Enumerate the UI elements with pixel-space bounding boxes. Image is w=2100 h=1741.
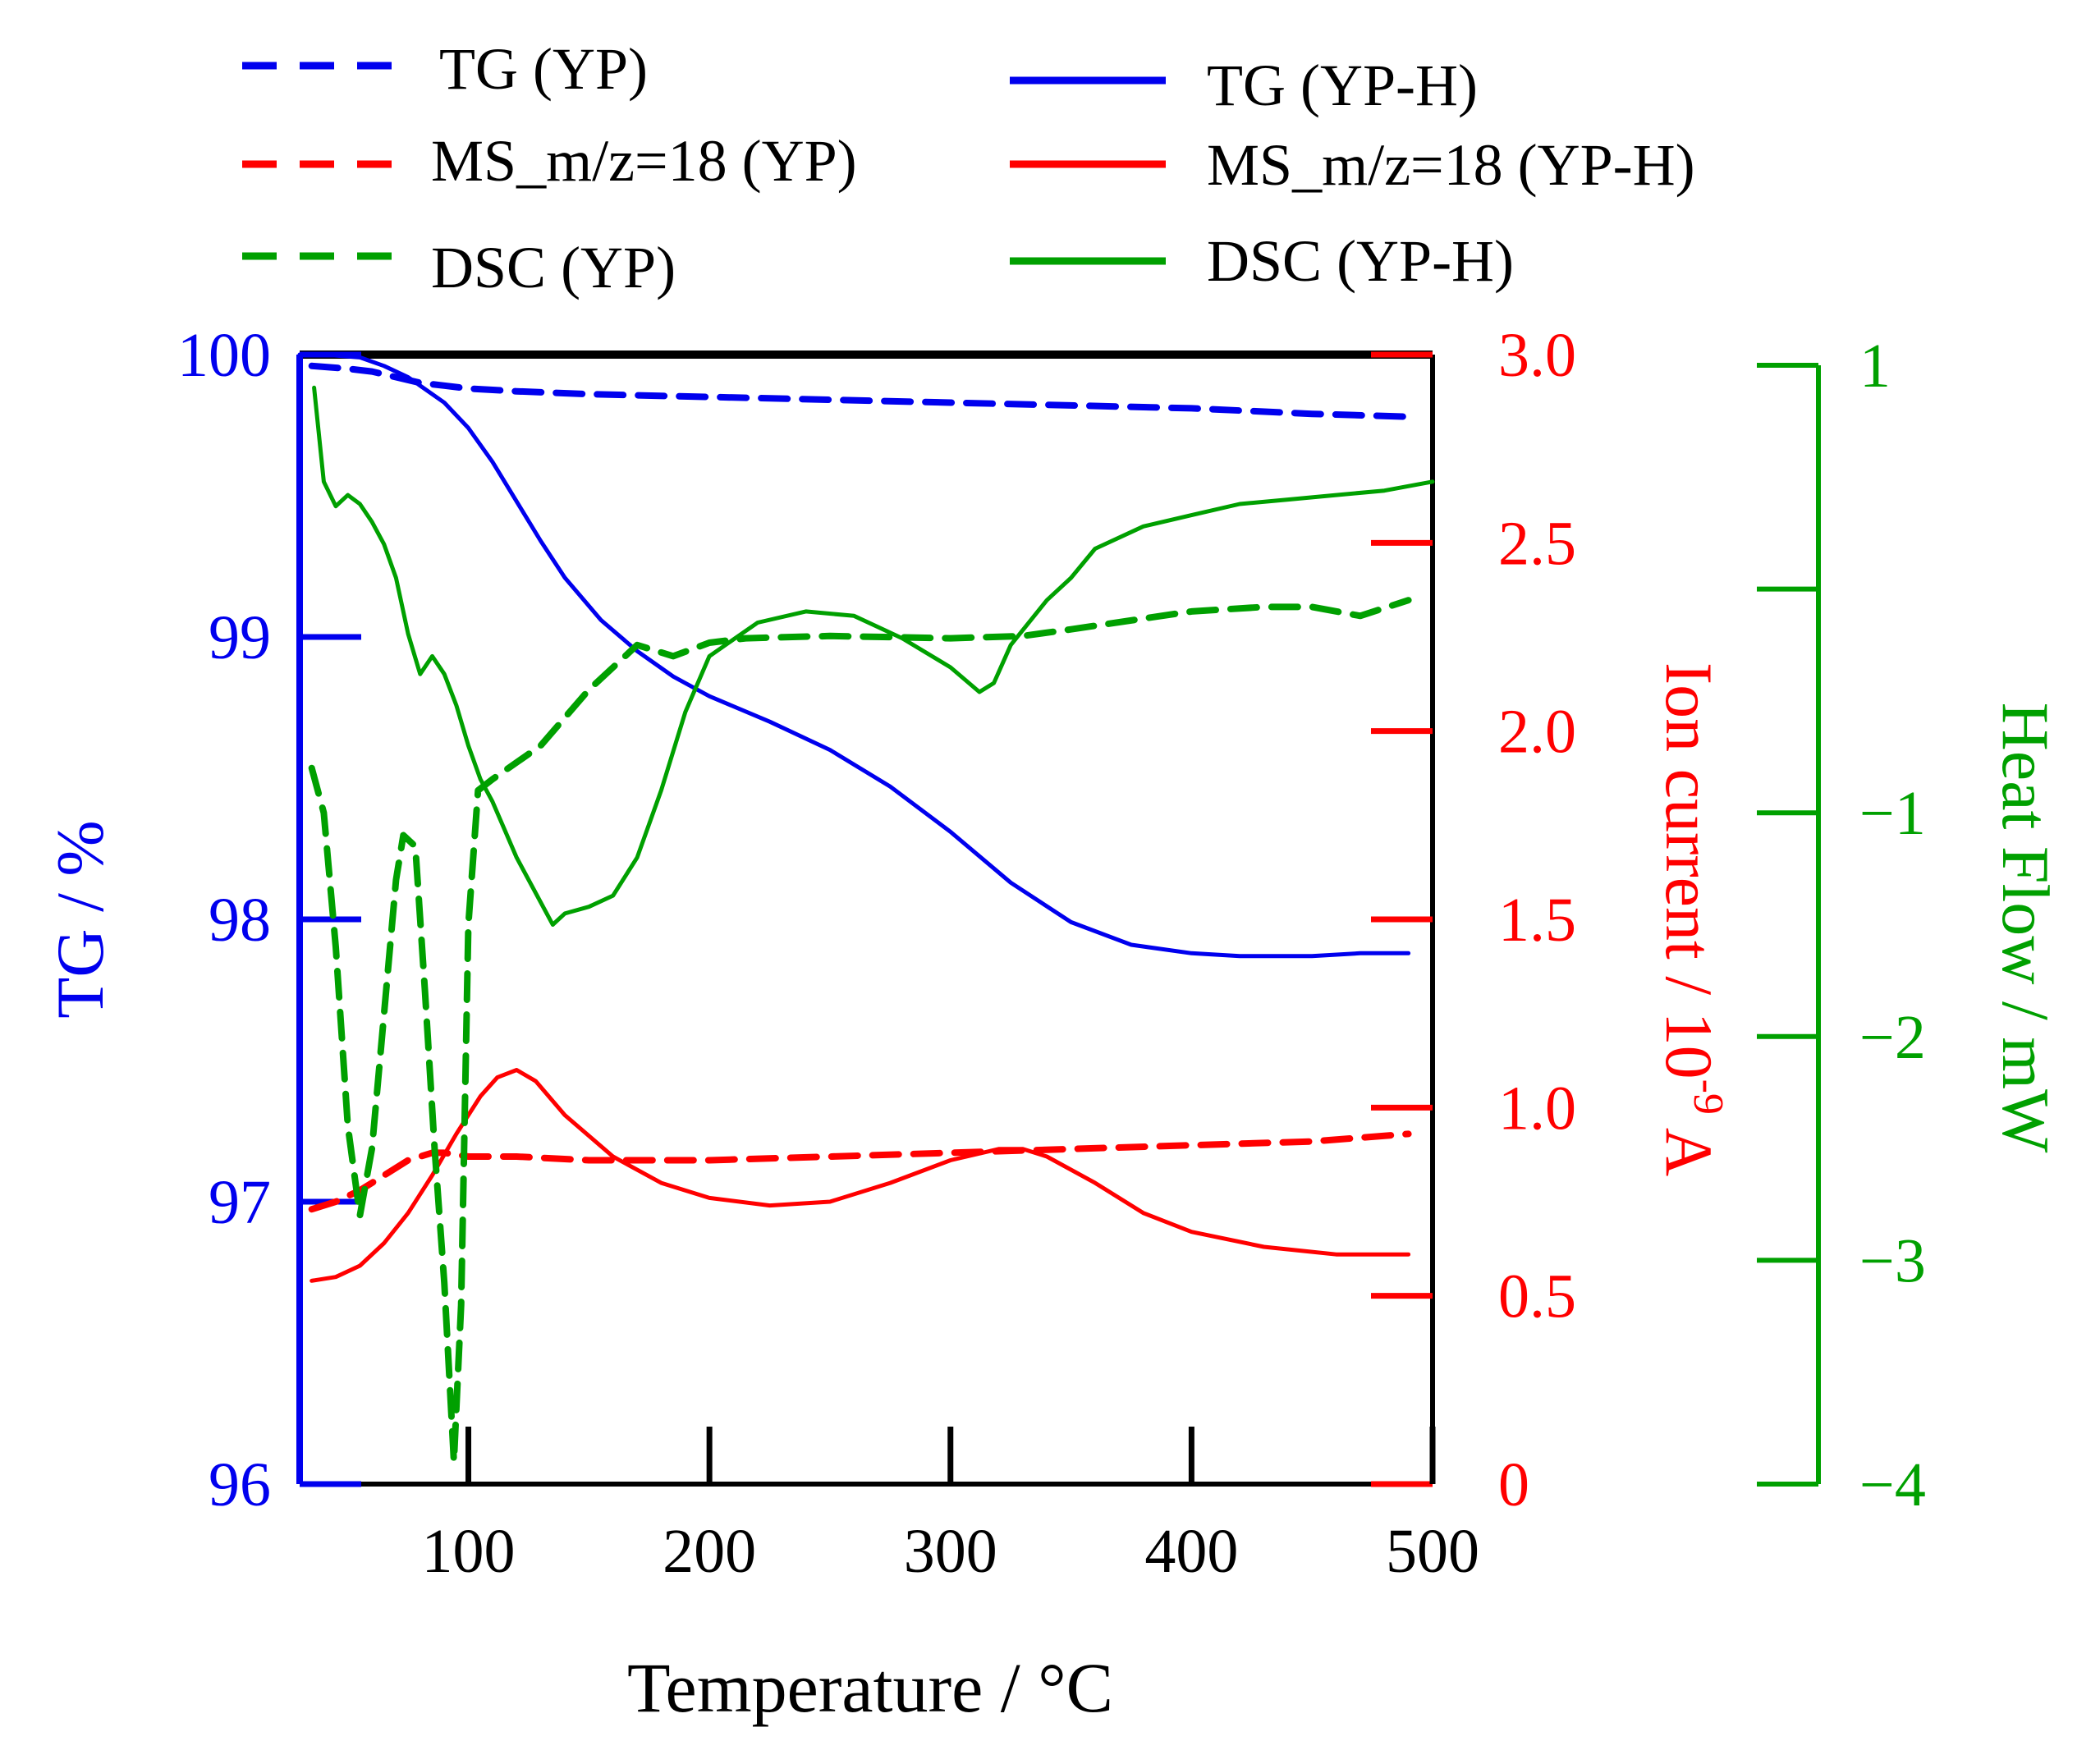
legend: TG (YP) TG (YP-H) MS_m/z=18 (YP) MS_m/z=… bbox=[242, 36, 1695, 300]
series-dsc-yph bbox=[312, 385, 1435, 927]
right-tick-label-2.0: 2.0 bbox=[1498, 698, 1576, 767]
series-tg-yph bbox=[297, 352, 1411, 959]
right-axis: 0 0.5 1.0 1.5 2.0 2.5 3.0 Ion current / … bbox=[1371, 321, 1731, 1519]
x-tick-label-300: 300 bbox=[904, 1517, 997, 1586]
left-tick-label-100: 100 bbox=[177, 321, 271, 390]
right-axis-title-exp: -9 bbox=[1685, 1079, 1731, 1115]
x-axis: 100 200 300 400 500 Temperature / °C bbox=[422, 1427, 1479, 1727]
legend-label-ms-yp: MS_m/z=18 (YP) bbox=[431, 128, 857, 194]
x-axis-title: Temperature / °C bbox=[627, 1648, 1113, 1727]
legend-label-dsc-yp: DSC (YP) bbox=[431, 235, 676, 300]
legend-entry-dsc-yp: DSC (YP) bbox=[242, 235, 676, 300]
legend-label-tg-yp: TG (YP) bbox=[439, 36, 648, 102]
right-axis-title-unit: A bbox=[1652, 1115, 1726, 1176]
right2-axis: −4 −3 −2 −1 1 Heat Flow / mW bbox=[1757, 332, 2063, 1519]
legend-entry-dsc-yph: DSC (YP-H) bbox=[1010, 228, 1514, 294]
x-tick-label-200: 200 bbox=[663, 1517, 756, 1586]
legend-label-dsc-yph: DSC (YP-H) bbox=[1207, 228, 1514, 294]
series-group bbox=[297, 352, 1435, 1465]
left-axis-title: TG / % bbox=[43, 820, 117, 1018]
x-tick-label-500: 500 bbox=[1386, 1517, 1479, 1586]
legend-entry-tg-yp: TG (YP) bbox=[242, 36, 648, 102]
legend-entry-ms-yph: MS_m/z=18 (YP-H) bbox=[1010, 132, 1695, 198]
right-tick-label-2.5: 2.5 bbox=[1498, 509, 1576, 578]
x-tick-label-400: 400 bbox=[1144, 1517, 1238, 1586]
legend-entry-ms-yp: MS_m/z=18 (YP) bbox=[242, 128, 857, 194]
right2-axis-title: Heat Flow / mW bbox=[1988, 703, 2063, 1153]
left-tick-label-99: 99 bbox=[209, 603, 271, 672]
right-tick-label-0.5: 0.5 bbox=[1498, 1262, 1576, 1331]
series-ms-yph bbox=[309, 1068, 1411, 1283]
right2-tick-label--2: −2 bbox=[1859, 1003, 1926, 1072]
left-axis: 96 97 98 99 100 TG / % bbox=[43, 321, 361, 1519]
legend-entry-tg-yph: TG (YP-H) bbox=[1010, 53, 1478, 118]
series-dsc-yp bbox=[308, 597, 1412, 1465]
series-tg-yp bbox=[308, 362, 1412, 420]
x-tick-label-100: 100 bbox=[422, 1517, 516, 1586]
right-axis-title-main: Ion current / 10 bbox=[1652, 662, 1726, 1079]
left-tick-label-96: 96 bbox=[209, 1450, 271, 1519]
legend-label-tg-yph: TG (YP-H) bbox=[1207, 53, 1478, 118]
right2-tick-label-1: 1 bbox=[1859, 332, 1891, 401]
right2-tick-label--3: −3 bbox=[1859, 1226, 1926, 1295]
left-tick-label-97: 97 bbox=[209, 1168, 271, 1237]
legend-label-ms-yph: MS_m/z=18 (YP-H) bbox=[1207, 132, 1695, 198]
right-tick-label-0: 0 bbox=[1498, 1450, 1529, 1519]
left-tick-label-98: 98 bbox=[209, 886, 271, 955]
right2-tick-label--1: −1 bbox=[1859, 779, 1926, 848]
right2-tick-label--4: −4 bbox=[1859, 1450, 1926, 1519]
right-tick-label-1.0: 1.0 bbox=[1498, 1074, 1576, 1143]
right-axis-title: Ion current / 10-9 A bbox=[1652, 662, 1731, 1176]
right-tick-label-1.5: 1.5 bbox=[1498, 886, 1576, 955]
series-ms-yp bbox=[308, 1130, 1412, 1213]
right-tick-label-3.0: 3.0 bbox=[1498, 321, 1576, 390]
